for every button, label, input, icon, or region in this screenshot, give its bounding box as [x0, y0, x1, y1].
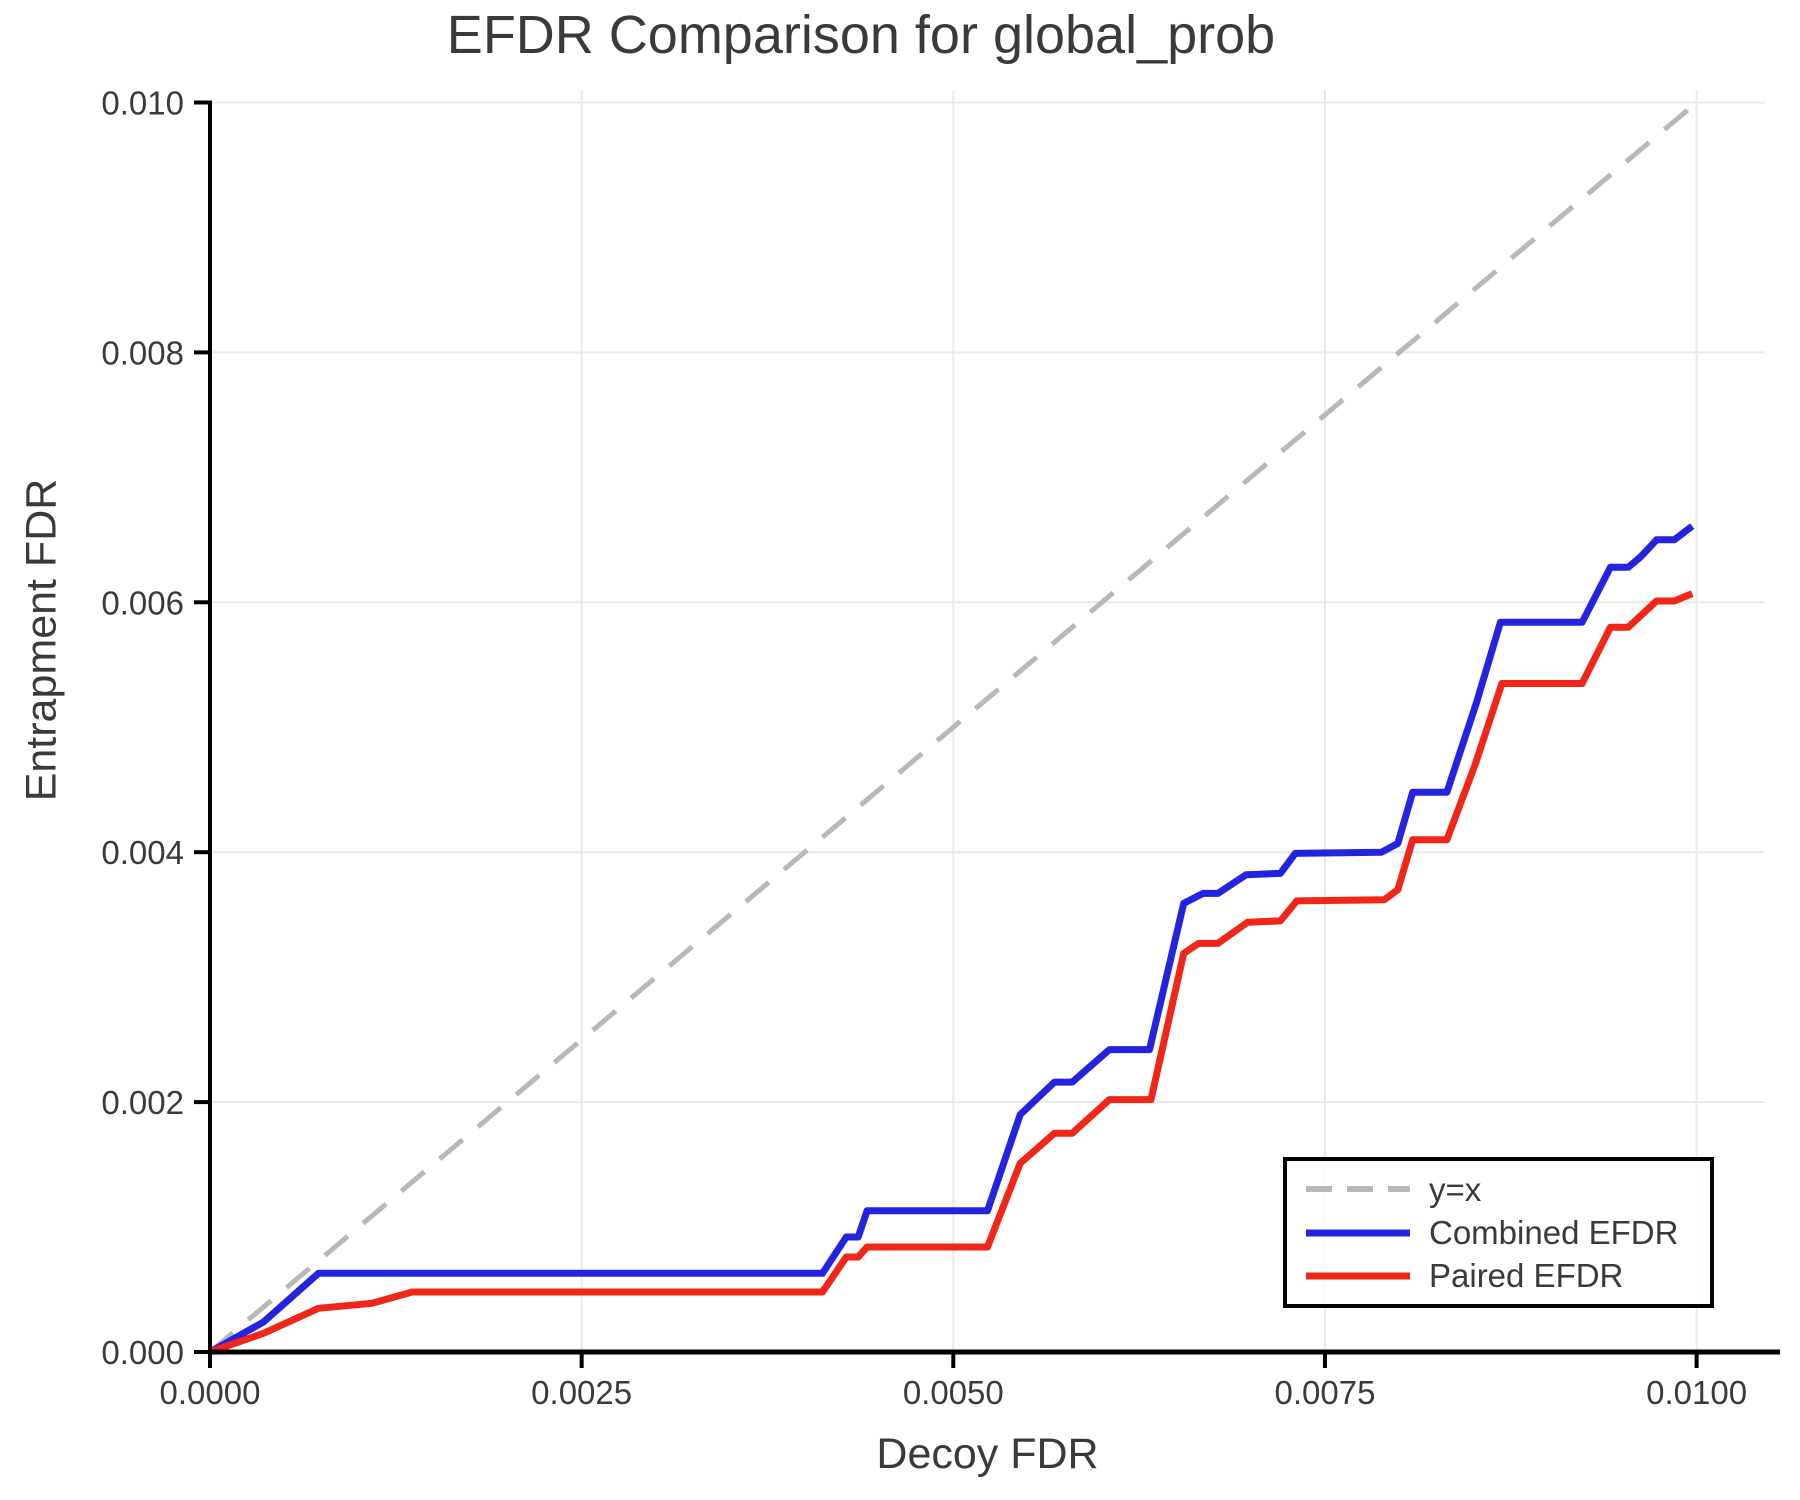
legend-row-paired: Paired EFDR	[1303, 1257, 1710, 1295]
paired-line-sample-icon	[1306, 1272, 1410, 1280]
tick-labels: 0.0000 0.0025 0.0050 0.0075 0.0100 0.000 0.002…	[101, 84, 1747, 1411]
y-tick-label: 0.008	[101, 334, 184, 371]
legend: y=x Combined EFDR Paired EFDR	[1283, 1157, 1714, 1308]
x-tick-label: 0.0000	[160, 1374, 261, 1411]
chart-title: EFDR Comparison for global_prob	[446, 5, 1276, 65]
series-combined-efdr	[208, 523, 1695, 1356]
x-tick-label: 0.0050	[903, 1374, 1004, 1411]
axes	[194, 100, 1780, 1368]
series-y-x	[208, 100, 1699, 1354]
x-tick-label: 0.0025	[531, 1374, 632, 1411]
y-tick-label: 0.006	[101, 584, 184, 621]
x-tick-label: 0.0075	[1274, 1374, 1375, 1411]
gridlines	[210, 90, 1765, 1352]
x-axis-label: Decoy FDR	[876, 1430, 1099, 1478]
combined-line-sample-icon	[1306, 1229, 1410, 1236]
y-tick-label: 0.004	[101, 834, 184, 871]
legend-row-identity: y=x	[1303, 1170, 1710, 1208]
y-tick-label: 0.002	[101, 1084, 184, 1121]
y-tick-label: 0.000	[101, 1334, 184, 1371]
legend-label-combined: Combined EFDR	[1429, 1214, 1679, 1251]
y-axis-label: Entrapment FDR	[17, 478, 66, 802]
series-paired-efdr	[208, 590, 1694, 1356]
series-lines	[208, 100, 1699, 1356]
legend-row-combined: Combined EFDR	[1303, 1214, 1710, 1252]
x-tick-label: 0.0100	[1646, 1374, 1747, 1411]
identity-line-sample-icon	[1306, 1186, 1410, 1193]
legend-label-paired: Paired EFDR	[1429, 1257, 1624, 1295]
legend-label-identity: y=x	[1429, 1170, 1482, 1208]
y-tick-label: 0.010	[101, 84, 184, 121]
